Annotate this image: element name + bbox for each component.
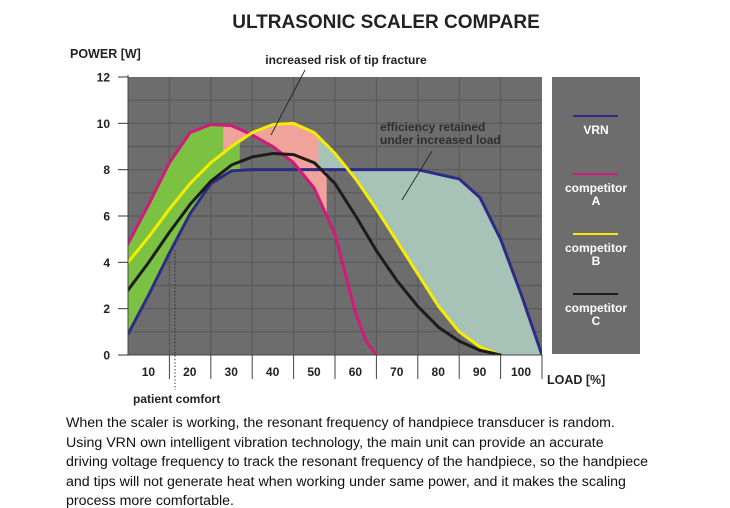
x-tick-label: 80	[432, 365, 446, 379]
x-tick-label: 100	[511, 365, 531, 379]
legend-box	[552, 77, 640, 354]
y-axis-label: POWER [W]	[70, 47, 141, 61]
series-line-vrn	[128, 168, 542, 355]
annotation-tip-fracture: increased risk of tip fracture	[265, 53, 427, 67]
description-line: process more comfortable.	[66, 493, 234, 508]
legend-label-competitor-b: competitor	[565, 241, 627, 255]
series-lines	[128, 121, 542, 355]
legend-label-vrn: VRN	[583, 123, 608, 137]
legend-label-competitor-c: C	[592, 314, 601, 328]
x-tick-label: 60	[349, 365, 363, 379]
annotation-efficiency-line: efficiency retained	[380, 120, 485, 134]
axes: 0 2 4 6 8 10 12 10 20 30 40 50 60 70 80 90 100	[97, 71, 543, 379]
efficiency-retained-region	[318, 136, 542, 355]
y-tick-label: 8	[103, 163, 110, 177]
series-line-competitor-c	[128, 151, 503, 355]
x-tick-label: 50	[307, 365, 321, 379]
annotation-efficiency-line: under increased load	[380, 133, 501, 147]
x-tick-label: 40	[266, 365, 280, 379]
x-tick-label: 70	[390, 365, 404, 379]
description-line: and tips will not generate heat when wor…	[66, 473, 626, 490]
series-line-competitor-a	[128, 122, 378, 355]
x-tick-label: 30	[225, 365, 239, 379]
x-tick-label: 20	[183, 365, 197, 379]
patient-comfort-region	[128, 124, 240, 335]
y-tick-label: 6	[103, 210, 110, 224]
chart-title: ULTRASONIC SCALER COMPARE	[232, 12, 540, 33]
description-line: Using VRN own intelligent vibration tech…	[66, 434, 604, 451]
legend-label-competitor-a: competitor	[565, 181, 627, 195]
y-tick-label: 4	[103, 256, 110, 270]
y-tick-label: 12	[97, 71, 111, 85]
tip-fracture-risk-region	[223, 123, 327, 216]
annotation-leader-line	[401, 150, 433, 201]
y-tick-label: 10	[97, 117, 111, 131]
y-tick-label: 0	[103, 349, 110, 363]
x-tick-label: 90	[473, 365, 487, 379]
legend-label-competitor-c: competitor	[565, 301, 627, 315]
legend-label-competitor-b: B	[592, 254, 601, 268]
x-axis-label: LOAD [%]	[547, 373, 605, 387]
description-line: driving voltage frequency to track the r…	[66, 454, 649, 471]
series-line-competitor-b	[128, 121, 503, 355]
annotation-patient-comfort: patient comfort	[133, 392, 220, 406]
description-text: When the scaler is working, the resonant…	[66, 414, 706, 508]
x-tick-label: 10	[142, 365, 156, 379]
y-tick-label: 2	[103, 302, 110, 316]
shaded-regions	[128, 123, 542, 355]
annotation-leader-line	[270, 69, 306, 136]
legend-label-competitor-a: A	[592, 194, 601, 208]
annotations: increased risk of tip fracture efficiency…	[133, 53, 501, 406]
chart-canvas: ULTRASONIC SCALER COMPARE POWER [W] LOAD…	[70, 12, 640, 406]
description-line: When the scaler is working, the resonant…	[66, 415, 615, 431]
